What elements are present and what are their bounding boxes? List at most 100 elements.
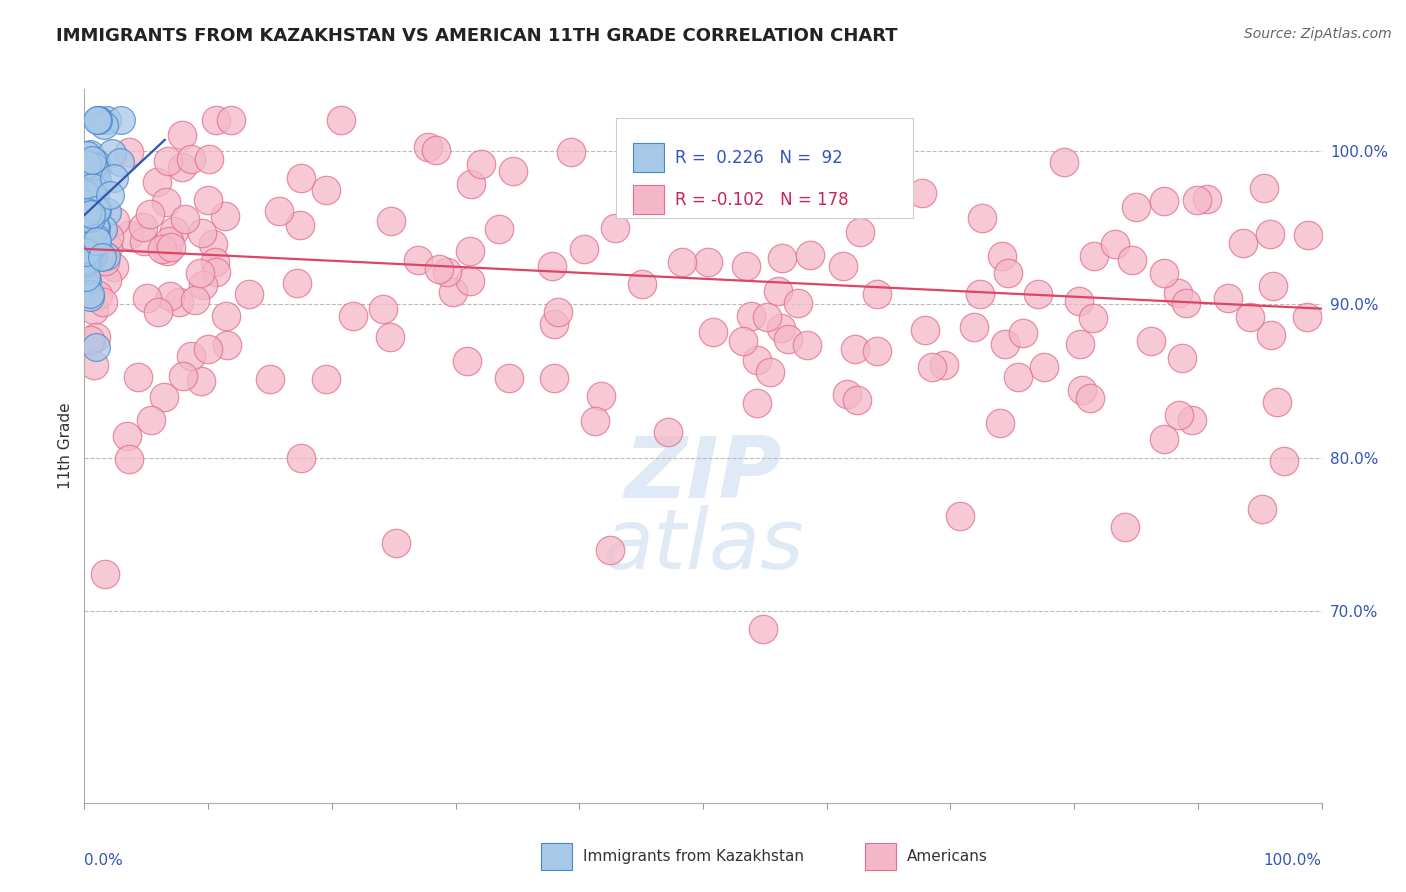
Point <box>75 211 97 225</box>
Point <box>991 249 1014 263</box>
Point <box>190 226 212 240</box>
Point <box>205 265 228 279</box>
Point <box>73 241 96 255</box>
Point <box>1071 383 1094 397</box>
Point <box>416 140 439 154</box>
Point <box>77 243 100 257</box>
Point <box>373 301 395 316</box>
Point <box>1026 287 1049 301</box>
Point <box>1185 194 1208 208</box>
Point <box>631 277 654 292</box>
Point <box>184 293 207 308</box>
Point <box>198 153 221 167</box>
Point <box>1083 250 1105 264</box>
Point <box>1067 293 1090 308</box>
Point <box>82 247 104 261</box>
Text: 0.0%: 0.0% <box>84 853 124 868</box>
Point <box>84 221 107 235</box>
Point <box>385 536 408 550</box>
Point <box>157 154 180 169</box>
Point <box>79 239 101 253</box>
Point <box>1296 310 1319 325</box>
Point <box>201 237 224 252</box>
Point <box>425 143 447 157</box>
Point <box>238 287 260 301</box>
Point <box>76 244 98 259</box>
Point <box>96 273 118 287</box>
Point <box>139 413 162 427</box>
Point <box>572 243 595 257</box>
Point <box>543 370 565 384</box>
Point <box>1167 285 1189 300</box>
Point <box>127 369 149 384</box>
Point <box>190 374 212 388</box>
Point <box>82 173 104 187</box>
Point <box>458 274 481 288</box>
Point <box>76 195 98 210</box>
Point <box>73 181 96 195</box>
Point <box>603 220 626 235</box>
Point <box>436 265 458 279</box>
Point <box>599 542 621 557</box>
Point <box>79 286 101 301</box>
Point <box>84 201 107 215</box>
Point <box>1007 370 1029 384</box>
Point <box>84 158 107 172</box>
Point <box>96 112 118 127</box>
Text: atlas: atlas <box>602 506 804 586</box>
Point <box>583 414 606 428</box>
Point <box>100 145 122 160</box>
Point <box>77 174 100 188</box>
Point <box>146 305 169 319</box>
Point <box>460 178 482 192</box>
Point <box>77 164 100 178</box>
Point <box>752 622 775 636</box>
Point <box>84 156 107 170</box>
Point <box>778 332 800 346</box>
Point <box>86 112 108 127</box>
Point <box>290 451 312 466</box>
Point <box>79 146 101 161</box>
Point <box>80 211 103 225</box>
Point <box>117 452 139 467</box>
Point <box>835 387 858 401</box>
Point <box>156 244 179 258</box>
Point <box>560 145 582 159</box>
Text: R =  0.226   N =  92: R = 0.226 N = 92 <box>675 149 844 167</box>
Point <box>76 236 98 251</box>
Point <box>79 179 101 194</box>
Point <box>80 153 103 167</box>
Point <box>988 416 1011 430</box>
Point <box>75 252 97 267</box>
Point <box>191 277 214 292</box>
Point <box>84 203 107 218</box>
Point <box>77 229 100 244</box>
Point <box>86 203 108 218</box>
Point <box>543 317 565 331</box>
Point <box>73 256 96 270</box>
Point <box>1175 296 1198 310</box>
Point <box>75 270 97 285</box>
Point <box>866 343 889 358</box>
Point <box>82 216 104 230</box>
Point <box>180 349 202 363</box>
Point <box>76 255 98 269</box>
Point <box>1298 227 1320 242</box>
Point <box>1078 391 1101 405</box>
Point <box>80 206 103 220</box>
Point <box>86 234 108 248</box>
Point <box>197 193 219 207</box>
Point <box>152 390 174 404</box>
Point <box>159 288 181 302</box>
Point <box>657 425 679 439</box>
Point <box>994 337 1017 351</box>
Point <box>1251 502 1274 516</box>
Text: ZIP: ZIP <box>624 433 782 516</box>
Point <box>87 112 110 127</box>
Point <box>77 178 100 193</box>
Point <box>91 222 114 236</box>
Point <box>1069 337 1091 351</box>
Point <box>962 320 984 334</box>
Point <box>914 323 936 337</box>
Point <box>79 244 101 259</box>
